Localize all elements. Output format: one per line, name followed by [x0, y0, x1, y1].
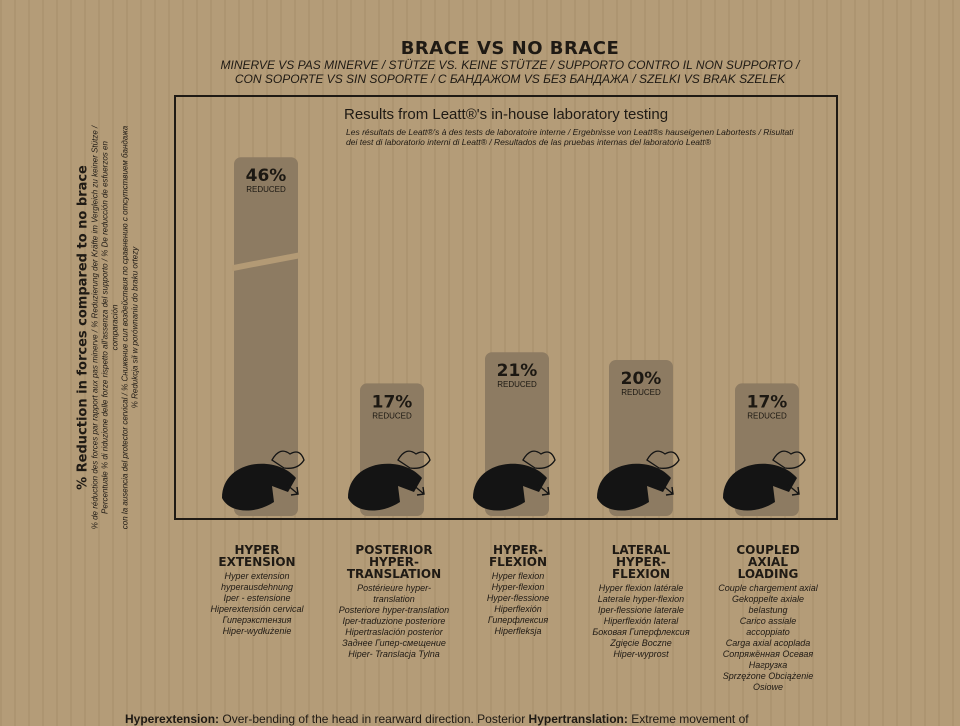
category-translation-line: translation [373, 594, 415, 604]
category-translations-4: Hyper flexion latérale Laterale hyper-fle… [566, 583, 716, 660]
data-caption-2: REDUCED [372, 411, 412, 420]
category-translation-line: Hiper-wydłużenie [222, 626, 292, 636]
footer-text-2: Extreme movement of [627, 712, 749, 726]
category-translation-line: Нагрузка [748, 660, 788, 670]
helmet-icon-2 [348, 463, 422, 511]
brace-icon-3 [522, 450, 556, 469]
category-translation-line: Гиперэкстензия [222, 615, 292, 625]
footer-text-1: Over-bending of the head in rearward dir… [219, 712, 529, 726]
category-translation-line: Iper - estensione [223, 593, 291, 603]
category-2: POSTERIOR HYPER- TRANSLATION Postérieure … [319, 544, 469, 660]
data-label-3: 21% [497, 361, 538, 381]
category-translation-line: Hipertraslación posterior [345, 627, 443, 637]
chart-title: BRACE VS NO BRACE [400, 38, 620, 59]
category-translation-line: Osiowe [752, 682, 783, 692]
category-name-3: HYPER- FLEXION [488, 543, 547, 569]
category-translations-2: Postérieure hyper-translation Posteriore … [319, 583, 469, 660]
chart-subtitle: MINERVE VS PAS MINERVE / STÜTZE VS. KEIN… [200, 58, 820, 86]
data-label-2: 17% [372, 392, 413, 412]
direction-arrow-icon-5 [786, 483, 800, 496]
brace-icon-4 [646, 450, 680, 469]
brace-icon-2 [397, 450, 431, 469]
category-translations-1: Hyper extension hyperausdehnung Iper - est… [182, 571, 332, 637]
category-1: HYPER EXTENSION Hyper extension hyperausde… [182, 544, 332, 637]
category-translation-line: Zgięcie Boczne [610, 638, 672, 648]
bar-1 [234, 157, 298, 516]
brace-icon-1 [271, 450, 305, 469]
category-translation-line: Заднее Гипер-смещение [342, 638, 446, 648]
category-translation-line: Iper-flessione laterale [598, 605, 684, 615]
category-5: COUPLED AXIAL LOADING Couple chargement a… [693, 544, 843, 693]
category-translation-line: belastung [748, 605, 788, 615]
category-translation-line: Carico assiale [739, 616, 797, 626]
chart-frame [174, 95, 838, 520]
category-translation-line: Postérieure hyper- [357, 583, 431, 593]
category-translations-3: Hyper flexion Hyper-flexion Hyper-flession… [443, 571, 593, 637]
data-caption-5: REDUCED [747, 411, 787, 420]
footer-term-2: Hypertranslation: [528, 712, 628, 726]
helmet-icon-1 [222, 463, 296, 511]
category-translations-5: Couple chargement axial Gekoppelte axiale… [693, 583, 843, 693]
category-translation-line: Posteriore hyper-translation [338, 605, 450, 615]
data-caption-3: REDUCED [497, 380, 537, 389]
category-translation-line: Hiperextensión cervical [210, 604, 304, 614]
helmet-icon-4 [597, 463, 671, 511]
category-translation-line: Couple chargement axial [718, 583, 818, 593]
subtitle-line-1: MINERVE VS PAS MINERVE / STÜTZE VS. KEIN… [220, 58, 800, 72]
category-translation-line: Laterale hyper-flexion [597, 594, 685, 604]
direction-arrow-icon-3 [536, 483, 550, 496]
category-translation-line: Iper-traduzione posteriore [342, 616, 446, 626]
category-translation-line: Hyper extension [224, 571, 290, 581]
category-translation-line: Carga axial acoplada [725, 638, 811, 648]
results-heading-translations: Les résultats de Leatt®'s à des tests de… [346, 127, 794, 147]
category-translation-line: Gekoppelte axiale [731, 594, 805, 604]
category-translation-line: Hyper-flessione [486, 593, 550, 603]
helmet-icon-3 [473, 463, 547, 511]
category-name-4: LATERAL HYPER- FLEXION [611, 543, 671, 581]
category-translation-line: Hiperfleksja [494, 626, 542, 636]
category-translation-line: Hiper- Translacja Tylna [348, 649, 440, 659]
category-name-2: POSTERIOR HYPER- TRANSLATION [346, 543, 442, 581]
category-translation-line: Hiper-wyprost [613, 649, 669, 659]
category-translation-line: Боковая Гиперфлексия [592, 627, 690, 637]
results-heading: Results from Leatt®'s in-house laborator… [344, 106, 669, 123]
direction-arrow-icon-2 [411, 483, 425, 496]
footer-term-1: Hyperextension: [125, 712, 220, 726]
category-translation-line: Hiperflexión lateral [603, 616, 679, 626]
direction-arrow-icon-1 [285, 483, 299, 496]
category-name-1: HYPER EXTENSION [218, 543, 296, 569]
category-translation-line: Hiperflexión [494, 604, 542, 614]
bar-break [232, 252, 300, 272]
category-translation-line: hyperausdehnung [220, 582, 294, 592]
data-caption-1: REDUCED [246, 185, 286, 194]
category-translation-line: Сопряжённая Осевая [722, 649, 814, 659]
data-caption-4: REDUCED [621, 388, 661, 397]
data-label-5: 17% [747, 392, 788, 412]
helmet-icon-5 [723, 463, 797, 511]
data-label-1: 46% [246, 166, 287, 186]
category-translation-line: Hyper flexion [491, 571, 545, 581]
category-name-5: COUPLED AXIAL LOADING [736, 543, 800, 581]
footer-text: Hyperextension: Over-bending of the head… [125, 712, 749, 726]
category-translation-line: Hyper flexion latérale [598, 583, 684, 593]
brace-icon-5 [772, 450, 806, 469]
category-translation-line: Hyper-flexion [491, 582, 545, 592]
category-translation-line: Sprzężone Obciążenie [722, 671, 814, 681]
subtitle-line-2: CON SOPORTE VS SIN SOPORTE / С БАНДАЖОМ … [234, 72, 786, 86]
data-label-4: 20% [621, 369, 662, 389]
category-4: LATERAL HYPER- FLEXION Hyper flexion laté… [566, 544, 716, 660]
category-translation-line: Гиперфлексия [487, 615, 549, 625]
category-3: HYPER- FLEXION Hyper flexion Hyper-flexion… [443, 544, 593, 637]
direction-arrow-icon-4 [660, 483, 674, 496]
category-translation-line: accoppiato [746, 627, 790, 637]
